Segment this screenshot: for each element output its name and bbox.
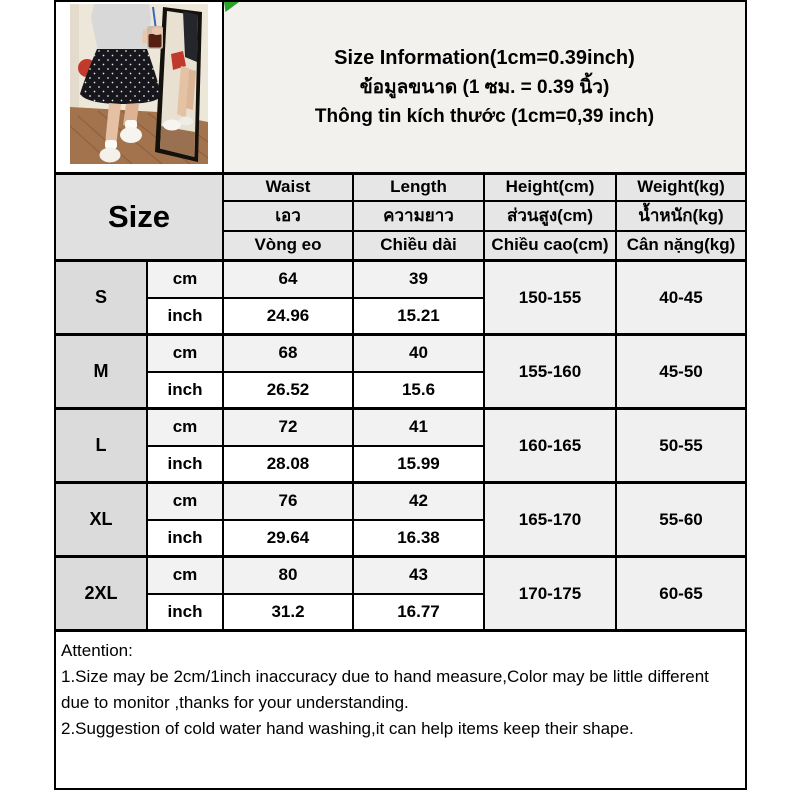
xl-weight-range: 55-60 [615, 481, 747, 558]
mirror-reflected-shoe-2 [179, 116, 193, 126]
attention-note-2: 2.Suggestion of cold water hand washing,… [61, 719, 634, 738]
m-weight-range: 45-50 [615, 333, 747, 410]
product-photo-cell [54, 0, 224, 175]
green-corner-marker [225, 2, 239, 12]
l-weight-range: 50-55 [615, 407, 747, 484]
attention-heading: Attention: [61, 641, 133, 660]
s-length-cm-value: 39 [352, 259, 485, 298]
m-height-range: 155-160 [483, 333, 617, 410]
waist-header-en: Waist [222, 172, 354, 202]
length-header-en: Length [352, 172, 485, 202]
height-header-th: ส่วนสูง(cm) [483, 199, 617, 232]
m-length-cm-value: 40 [352, 333, 485, 372]
size-label-xl: XL [54, 481, 148, 558]
m-waist-inch-value: 26.52 [222, 370, 354, 410]
l-unit-cm: cm [146, 407, 224, 446]
hand [151, 27, 163, 35]
mirror-reflected-leg-2 [186, 69, 196, 110]
size-label-m: M [54, 333, 148, 410]
2xl-length-inch-value: 16.77 [352, 592, 485, 632]
s-height-range: 150-155 [483, 259, 617, 336]
length-header-th: ความยาว [352, 199, 485, 232]
size-label-s: S [54, 259, 148, 336]
xl-height-range: 165-170 [483, 481, 617, 558]
l-waist-inch-value: 28.08 [222, 444, 354, 484]
xl-unit-inch: inch [146, 518, 224, 558]
height-header-en: Height(cm) [483, 172, 617, 202]
s-unit-inch: inch [146, 296, 224, 336]
mirror-reflected-bag [171, 51, 186, 70]
mirror-reflected-skirt [183, 11, 198, 62]
drink-liquid [148, 34, 162, 48]
waist-header-vi: Vòng eo [222, 229, 354, 262]
s-waist-inch-value: 24.96 [222, 296, 354, 336]
m-length-inch-value: 15.6 [352, 370, 485, 410]
2xl-waist-cm-value: 80 [222, 555, 354, 594]
weight-header-th: น้ำหนัก(kg) [615, 199, 747, 232]
m-unit-inch: inch [146, 370, 224, 410]
left-sock [105, 140, 117, 149]
right-sock [125, 120, 137, 129]
s-length-inch-value: 15.21 [352, 296, 485, 336]
size-label-l: L [54, 407, 148, 484]
xl-length-cm-value: 42 [352, 481, 485, 520]
attention-note-1: 1.Size may be 2cm/1inch inaccuracy due t… [61, 667, 709, 712]
size-label-2xl: 2XL [54, 555, 148, 632]
size-info-title-cell: Size Information(1cm=0.39inch) ข้อมูลขนา… [222, 0, 747, 175]
attention-cell: Attention: 1.Size may be 2cm/1inch inacc… [54, 629, 747, 790]
left-leg [105, 103, 121, 147]
title-thai: ข้อมูลขนาด (1 ซม. = 0.39 นิ้ว) [359, 76, 610, 98]
mirror-reflected-floor [160, 126, 195, 157]
weight-header-en: Weight(kg) [615, 172, 747, 202]
length-header-vi: Chiều dài [352, 229, 485, 262]
xl-waist-cm-value: 76 [222, 481, 354, 520]
s-unit-cm: cm [146, 259, 224, 298]
2xl-waist-inch-value: 31.2 [222, 592, 354, 632]
xl-unit-cm: cm [146, 481, 224, 520]
s-waist-cm-value: 64 [222, 259, 354, 298]
size-column-header: Size [54, 172, 224, 262]
m-waist-cm-value: 68 [222, 333, 354, 372]
xl-length-inch-value: 16.38 [352, 518, 485, 558]
title-english: Size Information(1cm=0.39inch) [334, 46, 635, 69]
tshirt [91, 4, 151, 51]
height-header-vi: Chiều cao(cm) [483, 229, 617, 262]
weight-header-vi: Cân nặng(kg) [615, 229, 747, 262]
size-chart-table: Size Information(1cm=0.39inch) ข้อมูลขนา… [54, 0, 747, 790]
l-unit-inch: inch [146, 444, 224, 484]
l-height-range: 160-165 [483, 407, 617, 484]
2xl-length-cm-value: 43 [352, 555, 485, 594]
2xl-unit-inch: inch [146, 592, 224, 632]
waist-header-th: เอว [222, 199, 354, 232]
2xl-unit-cm: cm [146, 555, 224, 594]
title-vietnamese: Thông tin kích thước (1cm=0,39 inch) [314, 105, 655, 127]
left-sneaker [99, 147, 121, 163]
s-weight-range: 40-45 [615, 259, 747, 336]
l-waist-cm-value: 72 [222, 407, 354, 446]
floor-mirror [155, 7, 202, 162]
product-photo [69, 4, 209, 165]
2xl-weight-range: 60-65 [615, 555, 747, 632]
wall-shadow [70, 4, 79, 164]
right-sneaker [120, 127, 142, 143]
2xl-height-range: 170-175 [483, 555, 617, 632]
mirror-reflected-shoe [163, 119, 181, 131]
m-unit-cm: cm [146, 333, 224, 372]
xl-waist-inch-value: 29.64 [222, 518, 354, 558]
l-length-cm-value: 41 [352, 407, 485, 446]
mirror-reflected-leg [177, 66, 189, 118]
l-length-inch-value: 15.99 [352, 444, 485, 484]
skirt-dots [80, 49, 161, 104]
